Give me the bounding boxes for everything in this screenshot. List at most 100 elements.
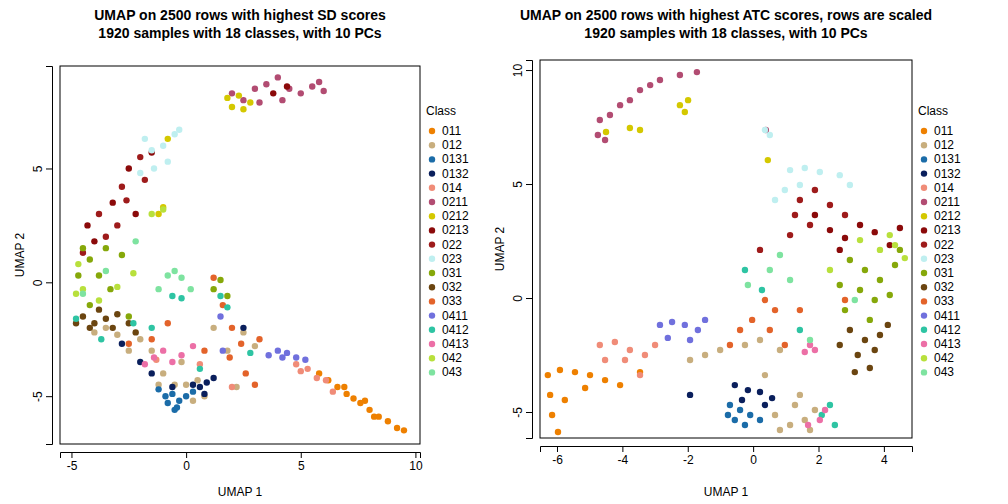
point [330, 388, 336, 394]
tick: 10 [409, 452, 423, 473]
tick-mark [301, 452, 302, 458]
point [178, 359, 184, 365]
legend-item: 0132 [921, 167, 961, 181]
series [75, 245, 230, 320]
legend-swatch [921, 270, 927, 276]
legend-label: 0211 [442, 195, 468, 209]
legend-item: 0411 [921, 309, 960, 323]
point [759, 287, 765, 293]
point [229, 384, 235, 390]
point [171, 268, 177, 274]
point [902, 255, 908, 261]
tick: -2 [683, 446, 694, 467]
point [165, 400, 171, 406]
point [183, 382, 189, 388]
point [160, 206, 166, 212]
point [725, 412, 731, 418]
series [727, 297, 848, 348]
title: UMAP on 2500 rows with highest ATC score… [520, 7, 932, 23]
point [657, 77, 663, 83]
legend-item: 022 [429, 238, 463, 252]
point [885, 322, 891, 328]
axis-line [526, 61, 533, 439]
point [165, 272, 171, 278]
legend-swatch [921, 142, 927, 148]
series [812, 212, 903, 253]
point [162, 393, 168, 399]
point [155, 211, 161, 217]
series [84, 83, 290, 244]
legend-swatch [429, 128, 435, 134]
point [229, 90, 235, 96]
point [160, 370, 166, 376]
point [275, 74, 281, 80]
tick: -5 [67, 452, 78, 473]
series [545, 367, 644, 435]
point [742, 422, 748, 428]
tick-label: 0 [31, 279, 45, 286]
point [847, 257, 853, 263]
series [119, 325, 247, 397]
point [595, 132, 601, 138]
point [787, 167, 793, 173]
point [151, 354, 157, 360]
point [151, 165, 157, 171]
tick: 10 [511, 64, 532, 78]
point [802, 349, 808, 355]
point [702, 317, 708, 323]
point [555, 429, 561, 435]
series [80, 238, 194, 297]
point [96, 211, 102, 217]
tick-label: 10 [409, 459, 423, 473]
point [236, 92, 242, 98]
series [217, 313, 308, 363]
tick-label: -4 [618, 453, 629, 467]
point [727, 342, 733, 348]
point [557, 367, 563, 373]
legend-label: 033 [934, 294, 954, 308]
point [91, 238, 97, 244]
point [562, 397, 568, 403]
series [762, 127, 853, 203]
x-axis: -6-4-2024 [541, 446, 913, 467]
point [587, 372, 593, 378]
point [270, 90, 276, 96]
legend-item: 0131 [429, 152, 469, 166]
legend-item: 012 [429, 138, 463, 152]
point [637, 127, 643, 133]
point [169, 293, 175, 299]
point [857, 222, 863, 228]
point [842, 297, 848, 303]
point [197, 384, 203, 390]
tick-label: -5 [67, 459, 78, 473]
series [73, 206, 167, 303]
point [757, 247, 763, 253]
point [855, 352, 861, 358]
series [80, 154, 148, 256]
point [777, 252, 783, 258]
tick-label: -2 [683, 453, 694, 467]
point [371, 413, 377, 419]
series [837, 322, 891, 376]
point [119, 341, 125, 347]
series [745, 252, 858, 343]
point [582, 385, 588, 391]
legend-title: Class [918, 104, 948, 118]
tick-label: -5 [31, 391, 45, 402]
point [877, 332, 883, 338]
point [320, 88, 326, 94]
point [224, 95, 230, 101]
tick-mark [415, 452, 416, 458]
legend-item: 042 [921, 351, 955, 365]
point [238, 341, 244, 347]
point [627, 125, 633, 131]
series [137, 127, 182, 177]
point [103, 325, 109, 331]
point [103, 234, 109, 240]
legend-swatch [921, 284, 927, 290]
point [183, 393, 189, 399]
points [545, 69, 908, 435]
point [149, 370, 155, 376]
series [73, 306, 139, 335]
tick-mark [526, 184, 532, 185]
